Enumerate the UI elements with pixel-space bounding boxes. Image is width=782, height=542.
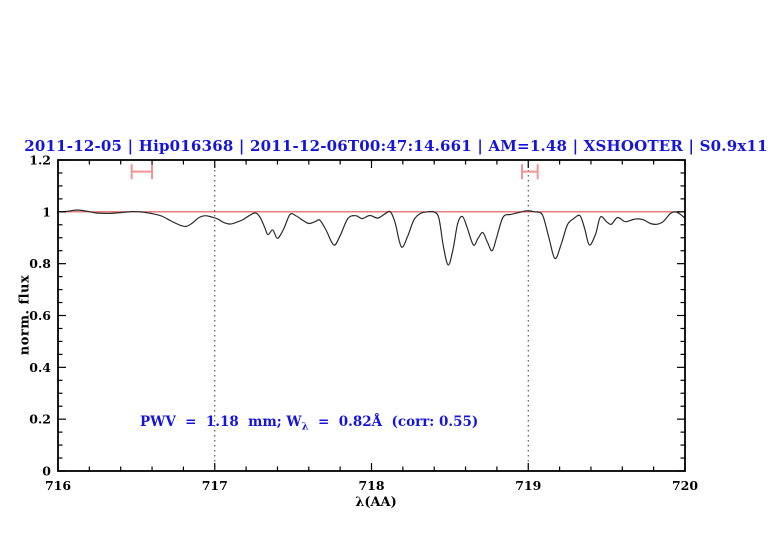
pwv-annotation-pre: PWV = 1.18 mm; W — [140, 414, 302, 430]
y-tick-label: 0.4 — [29, 360, 51, 375]
y-tick-label: 1 — [42, 204, 51, 219]
y-tick-label: 0.8 — [29, 256, 51, 271]
x-tick-label: 719 — [515, 478, 541, 493]
y-tick-label: 1.2 — [29, 153, 51, 168]
x-tick-label: 717 — [202, 478, 228, 493]
y-tick-label: 0 — [42, 464, 51, 479]
x-tick-label: 718 — [358, 478, 384, 493]
pwv-annotation: PWV = 1.18 mm; Wλ = 0.82Å (corr: 0.55) — [140, 414, 478, 433]
x-tick-label: 720 — [672, 478, 698, 493]
y-tick-label: 0.2 — [29, 412, 51, 427]
x-tick-label: 716 — [45, 478, 71, 493]
spectrum-line — [57, 209, 686, 266]
x-axis-title: λ(AA) — [355, 495, 397, 510]
plot-frame — [57, 159, 686, 472]
pwv-annotation-lambda-subscript: λ — [301, 421, 309, 433]
plot-title: 2011-12-05 | Hip016368 | 2011-12-06T00:4… — [24, 137, 768, 155]
y-tick-label: 0.6 — [29, 308, 51, 323]
pwv-annotation-post: = 0.82Å (corr: 0.55) — [308, 414, 479, 430]
